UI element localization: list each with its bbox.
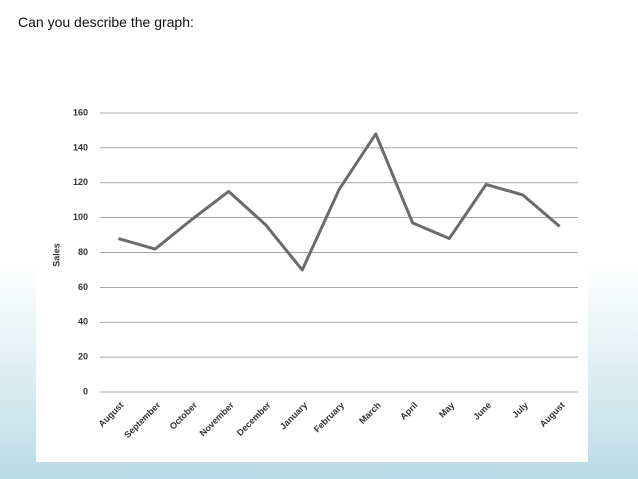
line: [117, 132, 561, 272]
y-tick-label: 160: [73, 107, 88, 117]
chart-background: [36, 100, 588, 462]
y-tick-label: 80: [78, 247, 88, 257]
y-tick-label: 120: [73, 177, 88, 187]
y-tick-label: 140: [73, 142, 88, 152]
y-tick-label: 60: [78, 282, 88, 292]
y-tick-label: 0: [83, 386, 88, 396]
heading: Can you describe the graph:: [18, 14, 194, 30]
y-axis-label: Sales: [51, 243, 61, 267]
y-tick-label: 100: [73, 212, 88, 222]
y-tick-label: 20: [78, 352, 88, 362]
y-tick-label: 40: [78, 317, 88, 327]
